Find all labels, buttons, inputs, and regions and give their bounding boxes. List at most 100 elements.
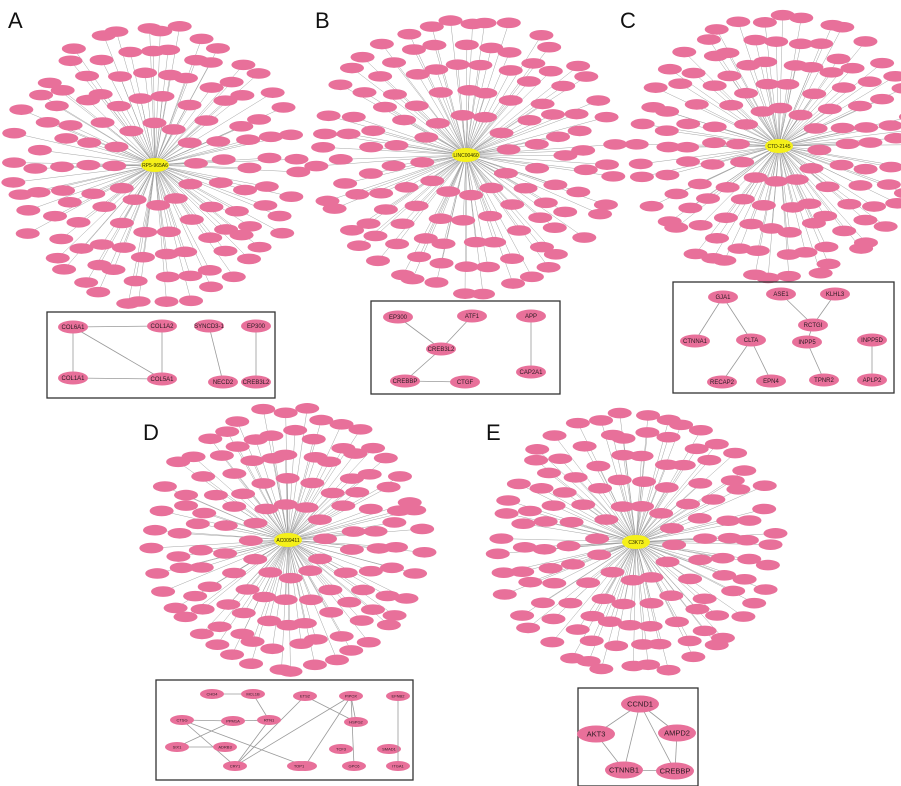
star-edge xyxy=(778,145,850,205)
module-node: CREB3L2 xyxy=(426,342,456,356)
gene-node xyxy=(269,664,294,675)
gene-node xyxy=(624,139,649,150)
gene-node xyxy=(309,414,334,426)
module-node-shape xyxy=(213,742,237,752)
gene-node xyxy=(687,513,712,524)
gene-node xyxy=(731,611,756,622)
star-edge xyxy=(552,541,637,643)
gene-node xyxy=(61,43,86,55)
gene-node xyxy=(348,424,373,435)
gene-node xyxy=(237,162,262,174)
star-edge xyxy=(553,505,637,543)
gene-node xyxy=(363,230,388,242)
gene-node xyxy=(251,403,276,415)
gene-node xyxy=(537,41,562,53)
module-node-shape xyxy=(857,333,887,347)
gene-node xyxy=(339,645,364,656)
module-node-label: ASE1 xyxy=(773,292,789,298)
hub-label: RP5-965A6 xyxy=(142,163,168,169)
star-edge xyxy=(640,145,780,165)
gene-node xyxy=(586,460,611,472)
gene-node xyxy=(239,658,264,670)
star-edge xyxy=(287,539,331,591)
module-node-label: COL1A1 xyxy=(61,376,85,382)
module-node-label: PIPOX xyxy=(345,693,358,698)
gene-node xyxy=(737,553,762,565)
star-edge xyxy=(287,457,316,541)
gene-node xyxy=(671,459,696,471)
star-edge xyxy=(714,85,780,147)
gene-node xyxy=(564,108,589,120)
gene-node xyxy=(857,76,882,88)
module-node-shape xyxy=(680,334,710,348)
module-node: SMAD1 xyxy=(377,744,401,754)
gene-node xyxy=(510,566,535,577)
star-edge xyxy=(154,49,169,166)
module-node-shape xyxy=(708,290,738,304)
module-node-shape xyxy=(241,375,271,389)
gene-node xyxy=(207,621,232,633)
module-node-label: CTSG xyxy=(176,717,187,722)
gene-node xyxy=(681,67,706,79)
gene-node xyxy=(701,252,726,264)
gene-node xyxy=(713,212,738,224)
gene-node xyxy=(611,598,636,610)
gene-node xyxy=(294,502,319,513)
gene-node xyxy=(587,549,612,561)
module-node-shape xyxy=(656,762,694,780)
star-edge xyxy=(757,145,780,251)
gene-node xyxy=(356,636,381,648)
module-node-label: CREBBP xyxy=(660,767,691,776)
gene-node xyxy=(428,213,453,225)
module-node: PPM1A xyxy=(221,716,245,726)
gene-node xyxy=(51,185,76,196)
module-node-shape xyxy=(257,715,281,725)
gene-node xyxy=(559,516,584,528)
star-edge xyxy=(268,539,289,621)
module-node-shape xyxy=(383,310,413,324)
gene-node xyxy=(764,36,789,47)
gene-node xyxy=(768,102,793,114)
gene-node xyxy=(213,95,238,106)
gene-node xyxy=(594,159,619,170)
gene-node xyxy=(566,186,591,198)
gene-node xyxy=(536,467,561,479)
star-edge xyxy=(154,100,226,166)
star-edge xyxy=(778,145,867,243)
star-edge xyxy=(778,145,806,253)
gene-node xyxy=(183,158,208,169)
star-edge xyxy=(778,43,822,147)
gene-node xyxy=(247,241,272,253)
star-edge xyxy=(591,541,637,641)
module-node-shape xyxy=(621,695,659,713)
module-node-label: CREB3L2 xyxy=(243,380,270,386)
star-edge xyxy=(393,62,467,156)
gene-node xyxy=(832,225,857,237)
module-node-label: COL6A1 xyxy=(61,325,85,331)
star-edge xyxy=(242,493,289,541)
gene-node xyxy=(636,410,661,421)
gene-node xyxy=(438,15,463,26)
gene-node xyxy=(341,526,366,537)
gene-node xyxy=(208,177,233,188)
gene-node xyxy=(361,442,386,454)
module-node-shape xyxy=(577,725,615,743)
gene-node xyxy=(669,419,694,431)
gene-node xyxy=(154,248,179,260)
star-edge xyxy=(465,65,579,156)
gene-node xyxy=(37,77,62,89)
gene-node xyxy=(199,82,224,93)
gene-node xyxy=(213,245,238,257)
module-node-shape xyxy=(170,715,194,725)
module-node-label: EP300 xyxy=(389,315,408,321)
gene-node xyxy=(715,182,740,193)
module-node-label: TOP1 xyxy=(294,763,305,768)
gene-node xyxy=(108,71,133,82)
gene-node xyxy=(198,57,223,68)
gene-node xyxy=(879,161,901,173)
gene-node xyxy=(188,544,213,556)
module-node-shape xyxy=(736,333,766,347)
gene-node xyxy=(198,433,223,445)
gene-node xyxy=(382,517,407,528)
gene-node xyxy=(639,200,664,212)
